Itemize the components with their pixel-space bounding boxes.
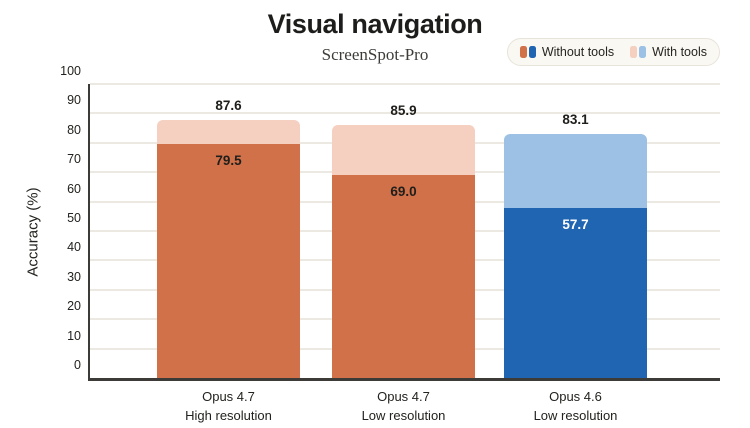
gridline bbox=[90, 83, 720, 85]
legend-swatch bbox=[639, 46, 647, 58]
y-tick-label: 60 bbox=[67, 181, 81, 196]
bar-without-tools-value: 57.7 bbox=[562, 217, 589, 233]
bar-without-tools: 79.5 bbox=[157, 144, 300, 378]
y-tick-label: 0 bbox=[74, 358, 81, 372]
legend-swatch bbox=[519, 46, 527, 58]
x-axis-label-line2: Low resolution bbox=[533, 407, 618, 423]
gridline bbox=[90, 112, 720, 115]
legend-swatch-pair bbox=[519, 46, 536, 58]
y-tick-label: 70 bbox=[67, 152, 81, 167]
bar-with-tools-value: 85.9 bbox=[390, 103, 417, 119]
x-axis-label-line1: Opus 4.6 bbox=[549, 389, 602, 404]
bar-without-tools: 57.7 bbox=[504, 208, 647, 378]
y-tick-label: 50 bbox=[67, 211, 81, 225]
x-axis-label-line1: Opus 4.7 bbox=[377, 389, 430, 404]
chart-subtitle: ScreenSpot-Pro bbox=[321, 45, 429, 64]
bar-without-tools: 69.0 bbox=[332, 175, 475, 378]
bar-group: 69.0 85.9 Opus 4.7 Low resolution bbox=[332, 84, 475, 423]
bar-without-tools-value: 69.0 bbox=[390, 184, 417, 200]
y-tick-label: 100 bbox=[60, 64, 81, 78]
y-tick-label: 40 bbox=[67, 240, 81, 255]
x-axis-label: Opus 4.7 Low resolution bbox=[332, 388, 475, 426]
bar-without-tools-value: 79.5 bbox=[215, 153, 242, 169]
legend: Without tools With tools bbox=[506, 38, 720, 66]
x-axis-label: Opus 4.6 Low resolution bbox=[504, 388, 647, 426]
x-axis-label: Opus 4.7 High resolution bbox=[157, 388, 300, 426]
legend-label: Without tools bbox=[541, 45, 615, 59]
y-tick-label: 90 bbox=[67, 93, 81, 108]
x-axis-label-line2: Low resolution bbox=[361, 407, 446, 423]
legend-label: With tools bbox=[652, 45, 707, 59]
y-tick-label: 20 bbox=[67, 299, 81, 314]
bar-with-tools-value: 83.1 bbox=[562, 111, 589, 127]
x-axis-label-line2: High resolution bbox=[185, 407, 272, 423]
plot-area: 0 10 20 30 40 50 60 70 80 90 100 79.5 87.6 Opus 4.7 Hi… bbox=[60, 64, 720, 423]
y-tick-label: 10 bbox=[67, 328, 81, 343]
legend-swatch bbox=[630, 46, 638, 58]
y-axis-title: Accuracy (%) bbox=[24, 187, 42, 277]
bar-group: 79.5 87.6 Opus 4.7 High resolution bbox=[157, 84, 300, 423]
chart-title: Visual navigation bbox=[267, 9, 483, 39]
bar-group: 57.7 83.1 Opus 4.6 Low resolution bbox=[504, 84, 647, 423]
legend-item: Without tools bbox=[519, 45, 615, 59]
x-axis-label-line1: Opus 4.7 bbox=[202, 389, 255, 404]
legend-item: With tools bbox=[630, 45, 707, 59]
y-tick-label: 80 bbox=[67, 122, 81, 137]
y-tick-label: 30 bbox=[67, 269, 81, 284]
legend-swatch bbox=[528, 46, 536, 58]
bar-with-tools-value: 87.6 bbox=[215, 98, 242, 114]
legend-swatch-pair bbox=[630, 46, 647, 58]
